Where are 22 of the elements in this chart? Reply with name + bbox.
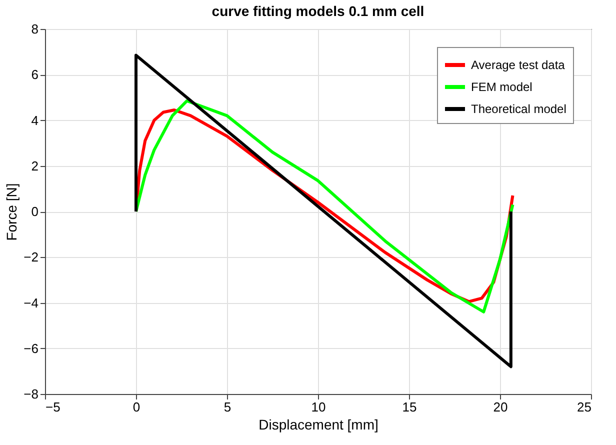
y-tick-label: 6 [31,67,38,82]
x-tick-label: 25 [577,400,592,414]
x-tick-label: 20 [493,400,508,414]
y-tick-label: 0 [31,204,38,219]
x-tick-label: 0 [132,400,140,414]
y-tick-label: 2 [31,158,38,174]
y-tick-label: −6 [24,340,38,356]
y-tick-label: 8 [31,22,38,36]
y-tick-label: −8 [24,386,38,402]
y-tick-label: 4 [31,112,38,128]
y-tick-label: −2 [24,250,38,265]
x-tick-label: 10 [311,400,326,414]
x-axis-title: Displacement [mm] [258,416,378,432]
legend-label: Theoretical model [471,102,566,116]
legend-label: Average test data [471,58,566,72]
x-tick-label: −5 [46,400,60,414]
x-tick-label: 5 [224,400,232,414]
chart-title: curve fitting models 0.1 mm cell [212,3,424,19]
y-axis-title: Force [N] [4,183,20,241]
x-tick-label: 15 [402,400,417,414]
legend-label: FEM model [471,80,532,94]
y-tick-label: −4 [24,295,38,310]
